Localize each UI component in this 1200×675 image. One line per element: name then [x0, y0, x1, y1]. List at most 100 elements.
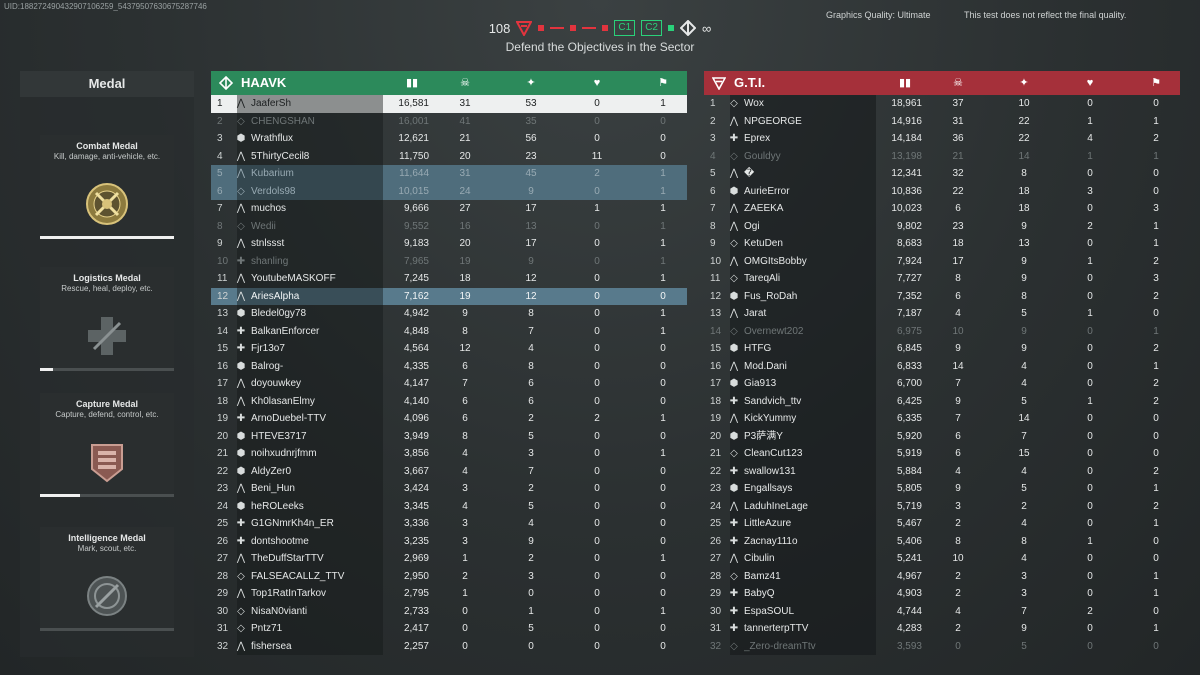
row-name-background [730, 427, 876, 445]
score-icon[interactable]: ▮▮ [898, 77, 912, 89]
player-score: 18,961 [891, 98, 922, 109]
table-row[interactable]: 16 ⬢ Balrog- 4,335 6 8 0 0 [211, 357, 687, 375]
table-row[interactable]: 29 ✚ BabyQ 4,903 2 3 0 1 [704, 585, 1180, 603]
class-icon: ✚ [729, 395, 739, 407]
table-row[interactable]: 7 ⋀ ZAEEKA 10,023 6 18 0 3 [704, 200, 1180, 218]
revives-icon[interactable]: ♥ [1086, 77, 1094, 89]
table-row[interactable]: 31 ✚ tannerterpTTV 4,283 2 9 0 1 [704, 620, 1180, 638]
table-row[interactable]: 7 ⋀ muchos 9,666 27 17 1 1 [211, 200, 687, 218]
table-row[interactable]: 9 ◇ KetuDen 8,683 18 13 0 1 [704, 235, 1180, 253]
table-row[interactable]: 3 ✚ Eprex 14,184 36 22 4 2 [704, 130, 1180, 148]
table-row[interactable]: 4 ◇ Gouldyy 13,198 21 14 1 1 [704, 147, 1180, 165]
revives-icon[interactable]: ♥ [593, 77, 601, 89]
table-row[interactable]: 21 ◇ CleanCut123 5,919 6 15 0 0 [704, 445, 1180, 463]
table-row[interactable]: 8 ◇ Wedii 9,552 16 13 0 1 [211, 217, 687, 235]
class-icon: ◇ [237, 185, 245, 197]
table-row[interactable]: 29 ⋀ Top1RatInTarkov 2,795 1 0 0 0 [211, 585, 687, 603]
table-row[interactable]: 5 ⋀ Kubarium 11,644 31 45 2 1 [211, 165, 687, 183]
table-row[interactable]: 12 ⋀ AriesAlpha 7,162 19 12 0 0 [211, 287, 687, 305]
kills-icon[interactable]: ☠ [460, 77, 470, 89]
table-row[interactable]: 13 ⋀ Jarat 7,187 4 5 1 0 [704, 305, 1180, 323]
table-row[interactable]: 6 ⬢ AurieError 10,836 22 18 3 0 [704, 182, 1180, 200]
table-row[interactable]: 8 ⋀ Ogi 9,802 23 9 2 1 [704, 217, 1180, 235]
player-name: fishersea [251, 640, 292, 652]
player-score: 2,417 [403, 623, 429, 634]
deaths-icon[interactable]: ⚑ [658, 77, 668, 89]
table-row[interactable]: 28 ◇ Bamz41 4,967 2 3 0 1 [704, 567, 1180, 585]
deaths-icon[interactable]: ⚑ [1151, 77, 1161, 89]
table-row[interactable]: 19 ⋀ KickYummy 6,335 7 14 0 0 [704, 410, 1180, 428]
capture-medal-card[interactable]: Capture Medal Capture, defend, control, … [40, 393, 174, 497]
table-row[interactable]: 24 ⋀ LaduhIneLage 5,719 3 2 0 2 [704, 497, 1180, 515]
player-score: 4,967 [896, 570, 922, 582]
table-row[interactable]: 20 ⬢ HTEVE3717 3,949 8 5 0 0 [211, 427, 687, 445]
class-icon: ✚ [236, 255, 246, 267]
row-name-background [730, 392, 876, 410]
table-row[interactable]: 16 ⋀ Mod.Dani 6,833 14 4 0 1 [704, 357, 1180, 375]
class-icon: ⋀ [236, 553, 246, 564]
table-row[interactable]: 23 ⋀ Beni_Hun 3,424 3 2 0 0 [211, 480, 687, 498]
table-row[interactable]: 17 ⬢ Gia913 6,700 7 4 0 2 [704, 375, 1180, 393]
player-revives: 0 [594, 553, 600, 564]
player-kills: 8 [955, 535, 961, 547]
table-row[interactable]: 11 ◇ TareqAli 7,727 8 9 0 3 [704, 270, 1180, 288]
table-row[interactable]: 1 ◇ Wox 18,961 37 10 0 0 [704, 95, 1180, 113]
table-row[interactable]: 27 ⋀ TheDuffStarTTV 2,969 1 2 0 1 [211, 550, 687, 568]
table-row[interactable]: 1 ⋀ JaaferSh 16,581 31 53 0 1 [211, 95, 687, 113]
player-revives: 0 [1087, 430, 1093, 442]
table-row[interactable]: 11 ⋀ YoutubeMASKOFF 7,245 18 12 0 1 [211, 270, 687, 288]
combat-medal-card[interactable]: Combat Medal Kill, damage, anti-vehicle,… [40, 135, 174, 239]
table-row[interactable]: 23 ⬢ Engallsays 5,805 9 5 0 1 [704, 480, 1180, 498]
player-rank: 18 [710, 395, 722, 407]
table-row[interactable]: 14 ◇ Overnewt202 6,975 10 9 0 1 [704, 322, 1180, 340]
table-row[interactable]: 2 ◇ CHENGSHAN 16,001 41 35 0 0 [211, 112, 687, 130]
table-row[interactable]: 22 ✚ swallow131 5,884 4 4 0 2 [704, 462, 1180, 480]
player-revives: 0 [1087, 448, 1093, 459]
assists-icon[interactable]: ✦ [526, 77, 536, 89]
score-icon[interactable]: ▮▮ [405, 77, 419, 89]
table-row[interactable]: 27 ⋀ Cibulin 5,241 10 4 0 0 [704, 550, 1180, 568]
table-row[interactable]: 10 ✚ shanling 7,965 19 9 0 1 [211, 252, 687, 270]
table-row[interactable]: 19 ✚ ArnoDuebel-TTV 4,096 6 2 2 1 [211, 410, 687, 428]
player-deaths: 0 [660, 395, 666, 407]
table-row[interactable]: 15 ✚ Fjr13o7 4,564 12 4 0 0 [211, 340, 687, 358]
table-row[interactable]: 18 ✚ Sandvich_ttv 6,425 9 5 1 2 [704, 392, 1180, 410]
table-row[interactable]: 4 ⋀ 5ThirtyCecil8 11,750 20 23 11 0 [211, 147, 687, 165]
player-revives: 0 [1087, 343, 1093, 354]
table-row[interactable]: 15 ⬢ HTFG 6,845 9 9 0 2 [704, 340, 1180, 358]
table-row[interactable]: 9 ⋀ stnlssst 9,183 20 17 0 1 [211, 235, 687, 253]
table-row[interactable]: 30 ✚ EspaSOUL 4,744 4 7 2 0 [704, 602, 1180, 620]
table-row[interactable]: 25 ✚ G1GNmrKh4n_ER 3,336 3 4 0 0 [211, 515, 687, 533]
table-row[interactable]: 12 ⬢ Fus_RoDah 7,352 6 8 0 2 [704, 287, 1180, 305]
table-row[interactable]: 6 ◇ Verdols98 10,015 24 9 0 1 [211, 182, 687, 200]
table-row[interactable]: 25 ✚ LittleAzure 5,467 2 4 0 1 [704, 515, 1180, 533]
table-row[interactable]: 2 ⋀ NPGEORGE 14,916 31 22 1 1 [704, 112, 1180, 130]
player-kills: 36 [952, 133, 964, 144]
table-row[interactable]: 18 ⋀ Kh0lasanElmy 4,140 6 6 0 0 [211, 392, 687, 410]
table-row[interactable]: 20 ⬢ P3萨满Y 5,920 6 7 0 0 [704, 427, 1180, 445]
table-row[interactable]: 28 ◇ FALSEACALLZ_TTV 2,950 2 3 0 0 [211, 567, 687, 585]
intelligence-medal-card[interactable]: Intelligence Medal Mark, scout, etc. [40, 527, 174, 631]
table-row[interactable]: 26 ✚ dontshootme 3,235 3 9 0 0 [211, 532, 687, 550]
player-rank: 29 [217, 588, 229, 599]
kills-icon[interactable]: ☠ [953, 77, 963, 89]
table-row[interactable]: 24 ⬢ heROLeeks 3,345 4 5 0 0 [211, 497, 687, 515]
player-rank: 10 [710, 255, 722, 267]
logistics-medal-card[interactable]: Logistics Medal Rescue, heal, deploy, et… [40, 267, 174, 371]
table-row[interactable]: 31 ◇ Pntz71 2,417 0 5 0 0 [211, 620, 687, 638]
table-row[interactable]: 14 ✚ BalkanEnforcer 4,848 8 7 0 1 [211, 322, 687, 340]
table-row[interactable]: 26 ✚ Zacnay111o 5,406 8 8 1 0 [704, 532, 1180, 550]
table-row[interactable]: 13 ⬢ Bledel0gy78 4,942 9 8 0 1 [211, 305, 687, 323]
sector-node-icon [538, 25, 545, 31]
assists-icon[interactable]: ✦ [1019, 77, 1029, 89]
table-row[interactable]: 17 ⋀ doyouwkey 4,147 7 6 0 0 [211, 375, 687, 393]
table-row[interactable]: 21 ⬢ noihxudnrjfmm 3,856 4 3 0 1 [211, 445, 687, 463]
player-name: OMGItsBobby [744, 255, 807, 267]
table-row[interactable]: 10 ⋀ OMGItsBobby 7,924 17 9 1 2 [704, 252, 1180, 270]
table-row[interactable]: 32 ⋀ fishersea 2,257 0 0 0 0 [211, 637, 687, 655]
table-row[interactable]: 30 ◇ NisaN0vianti 2,733 0 1 0 1 [211, 602, 687, 620]
table-row[interactable]: 3 ⬢ Wrathflux 12,621 21 56 0 0 [211, 130, 687, 148]
table-row[interactable]: 22 ⬢ AldyZer0 3,667 4 7 0 0 [211, 462, 687, 480]
table-row[interactable]: 5 ⋀ � 12,341 32 8 0 0 [704, 165, 1180, 183]
table-row[interactable]: 32 ◇ _Zero-dreamTtv 3,593 0 5 0 0 [704, 637, 1180, 655]
